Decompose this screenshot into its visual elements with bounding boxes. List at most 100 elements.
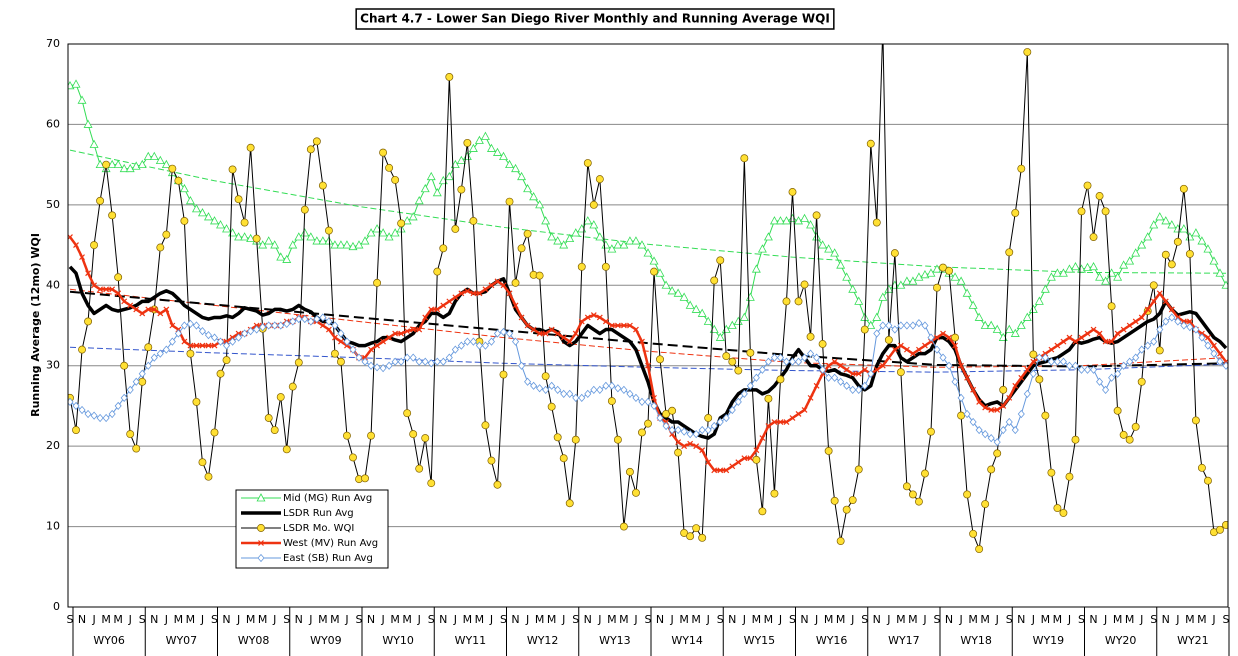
point <box>216 369 225 378</box>
point <box>566 389 574 398</box>
x-tick-label: J <box>1103 613 1107 626</box>
point <box>480 131 490 140</box>
point <box>331 334 338 341</box>
point <box>505 197 514 206</box>
point <box>685 300 695 309</box>
point <box>402 216 412 225</box>
point <box>975 425 983 435</box>
x-tick-label: M <box>968 613 978 626</box>
point <box>235 333 243 342</box>
point <box>361 357 369 366</box>
point <box>115 290 122 297</box>
point <box>662 421 670 431</box>
point <box>481 341 489 350</box>
point <box>800 280 809 289</box>
point <box>96 196 105 205</box>
point <box>536 330 543 337</box>
point <box>794 297 803 306</box>
point <box>493 329 502 338</box>
point <box>547 402 556 411</box>
point <box>818 340 827 348</box>
point <box>982 404 989 411</box>
year-label: WY18 <box>960 634 992 647</box>
point <box>1066 334 1073 341</box>
x-tick-label: J <box>922 613 926 626</box>
point <box>614 384 622 393</box>
point <box>95 159 105 169</box>
x-tick-label: S <box>211 613 218 626</box>
point <box>675 439 682 446</box>
point <box>259 322 267 332</box>
point <box>445 73 454 81</box>
x-tick-label: J <box>778 613 782 626</box>
point <box>1132 353 1140 362</box>
point <box>1120 361 1128 370</box>
point <box>951 333 960 342</box>
point <box>1132 318 1139 325</box>
point <box>548 326 555 333</box>
point <box>114 401 122 411</box>
point <box>933 283 941 292</box>
x-tick-label: S <box>1006 613 1013 626</box>
point <box>571 228 581 237</box>
point <box>794 357 803 366</box>
point <box>132 377 140 386</box>
point <box>848 496 857 504</box>
y-tick-label: 50 <box>46 198 60 211</box>
point <box>715 332 725 341</box>
point <box>746 348 755 357</box>
point <box>578 393 586 403</box>
year-label: WY15 <box>744 634 776 647</box>
point <box>1089 233 1098 241</box>
point <box>246 233 256 243</box>
point <box>470 290 477 297</box>
point <box>699 447 706 454</box>
x-tick-label: J <box>814 613 818 626</box>
point <box>216 337 225 346</box>
point <box>192 397 201 406</box>
point <box>223 341 231 350</box>
point <box>264 236 274 245</box>
point <box>698 533 707 542</box>
point <box>89 139 99 148</box>
point <box>782 216 791 225</box>
point <box>90 241 99 250</box>
point <box>1185 249 1194 258</box>
x-tick-label: J <box>706 613 710 626</box>
point <box>842 272 852 281</box>
point <box>1011 425 1019 435</box>
y-tick-label: 60 <box>46 117 60 130</box>
point <box>120 361 129 370</box>
point <box>1131 248 1141 257</box>
x-tick-label: N <box>1089 613 1097 626</box>
title-box <box>355 8 835 30</box>
point <box>619 240 629 249</box>
point <box>691 304 701 313</box>
x-tick-label: N <box>78 613 86 626</box>
point <box>613 435 622 444</box>
point <box>1222 361 1228 370</box>
point <box>705 459 712 466</box>
point <box>710 276 719 285</box>
point <box>638 397 646 407</box>
point <box>806 220 816 229</box>
point <box>150 353 158 362</box>
point <box>595 232 605 241</box>
x-tick-label: N <box>945 613 953 626</box>
point <box>650 267 658 276</box>
point <box>276 252 286 261</box>
point <box>679 292 689 301</box>
point <box>794 216 803 225</box>
x-tick-label: M <box>980 613 990 626</box>
point <box>788 188 797 196</box>
x-tick-label: J <box>1211 613 1215 626</box>
x-tick-label: S <box>645 613 652 626</box>
point <box>739 312 749 321</box>
point <box>1054 342 1061 349</box>
point <box>1120 326 1127 333</box>
point <box>1167 260 1176 269</box>
point <box>234 232 244 241</box>
point <box>541 372 550 381</box>
point <box>144 361 152 370</box>
